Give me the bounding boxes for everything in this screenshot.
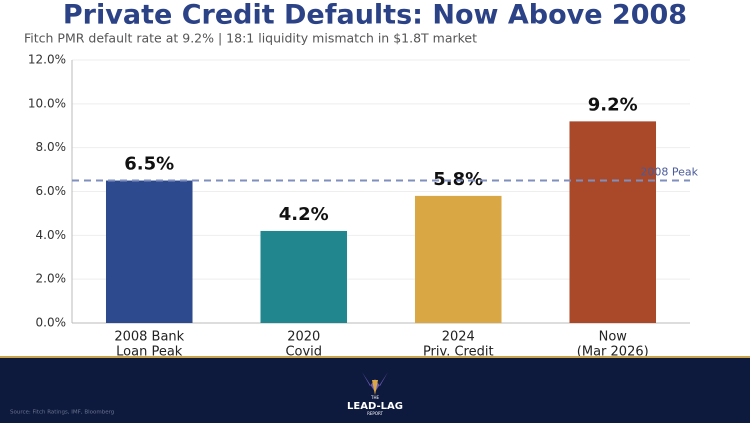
logo-bottom: REPORT: [367, 411, 383, 416]
y-tick-label: 12.0%: [28, 53, 66, 67]
y-tick-label: 6.0%: [36, 184, 67, 198]
x-tick-label: (Mar 2026): [577, 345, 649, 360]
plot-area: 0.0% 2.0% 4.0% 6.0% 8.0% 10.0% 12.0% 2008 BankL…: [28, 53, 699, 360]
reference-label: 2008 Peak: [640, 166, 698, 179]
x-tick-label: Covid: [285, 345, 322, 360]
y-tick-label: 0.0%: [36, 316, 67, 330]
value-label: 9.2%: [588, 94, 638, 115]
bar: [414, 195, 502, 323]
value-label: 5.8%: [433, 169, 483, 190]
y-tick-label: 8.0%: [36, 140, 67, 154]
logo-name: LEAD-LAG: [347, 401, 403, 412]
source-note: Source: Fitch Ratings, IMF, Bloomberg: [10, 410, 114, 416]
x-tick-label: 2024: [442, 330, 475, 345]
x-tick-label: Now: [599, 330, 628, 345]
x-tick-label: 2008 Bank: [114, 330, 184, 345]
y-tick-label: 2.0%: [36, 272, 67, 286]
footer-rule: [0, 356, 750, 358]
bar: [105, 180, 193, 323]
value-label: 6.5%: [124, 154, 174, 175]
bar: [260, 230, 348, 323]
chart-subtitle: Fitch PMR default rate at 9.2% | 18:1 li…: [24, 31, 477, 46]
x-tick-label: Priv. Credit: [423, 345, 494, 360]
chart-title: Private Credit Defaults: Now Above 2008: [63, 0, 687, 31]
y-tick-label: 10.0%: [28, 96, 66, 110]
logo-top: THE: [370, 395, 379, 400]
logo-icon: [372, 380, 378, 395]
value-label: 4.2%: [279, 204, 329, 225]
bar: [569, 121, 657, 323]
x-tick-label: 2020: [287, 330, 320, 345]
y-tick-label: 4.0%: [36, 228, 67, 242]
x-tick-label: Loan Peak: [116, 345, 183, 360]
